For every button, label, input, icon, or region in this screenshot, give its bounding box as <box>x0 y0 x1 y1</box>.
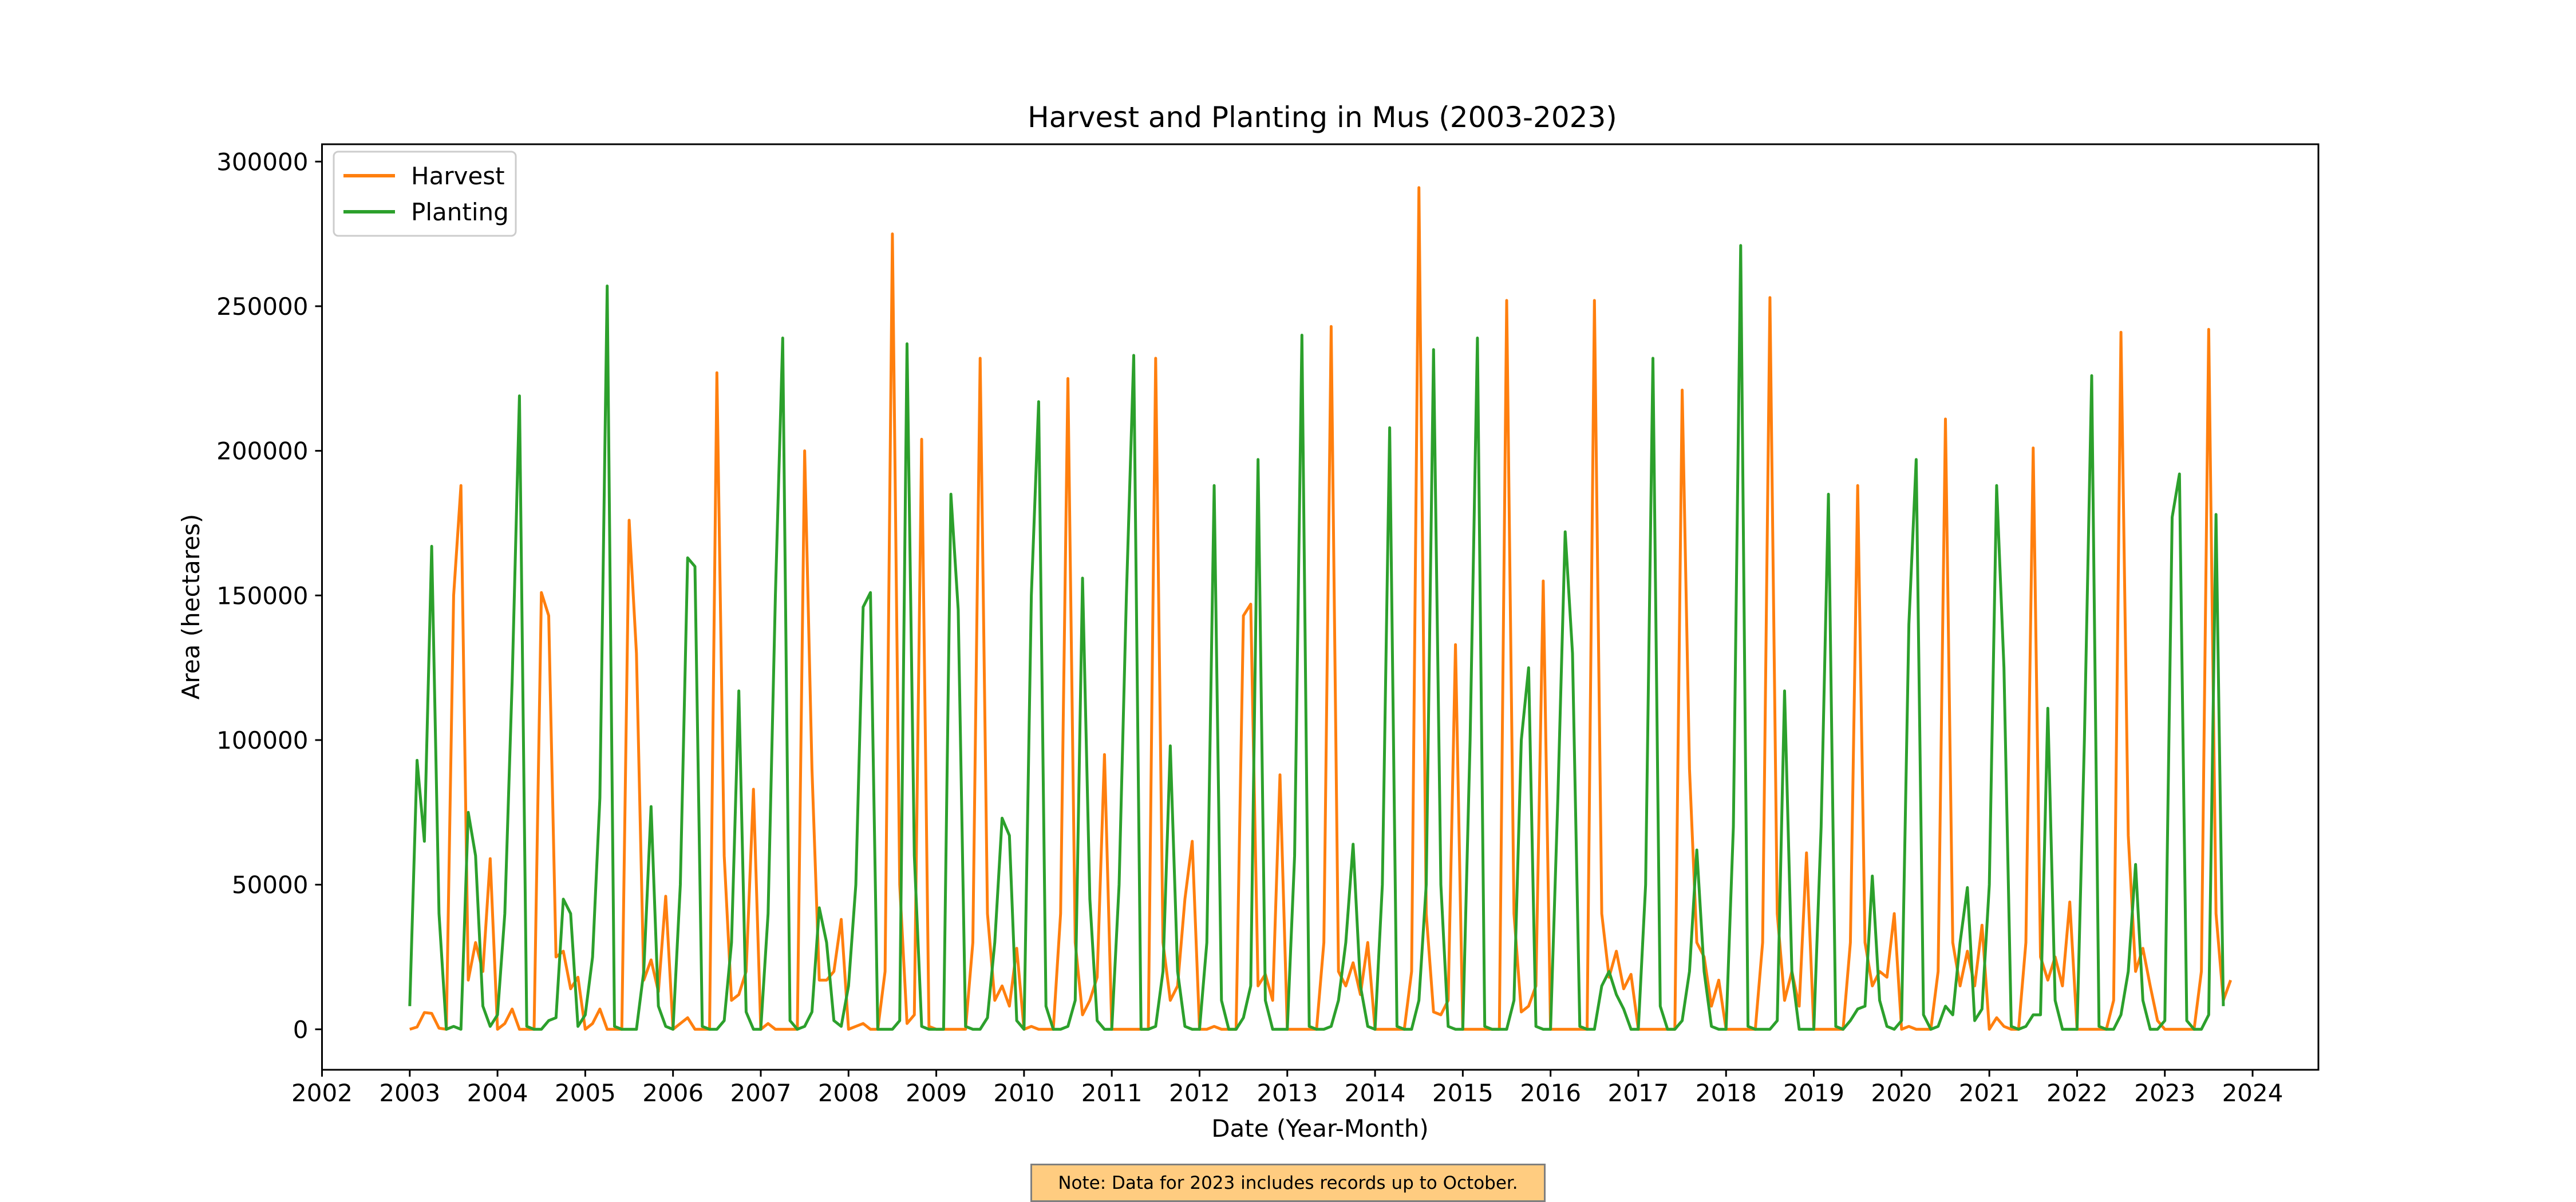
data-note: Note: Data for 2023 includes records up … <box>1030 1164 1546 1202</box>
x-tick-label-2021: 2021 <box>1959 1079 2020 1107</box>
y-tick-label-0: 0 <box>293 1015 309 1043</box>
y-tick-label-250000: 250000 <box>216 292 308 321</box>
x-tick-label-2022: 2022 <box>2046 1079 2108 1107</box>
plot-area <box>408 186 2233 1031</box>
legend-label-harvest: Harvest <box>411 162 505 190</box>
y-tick-label-150000: 150000 <box>216 582 308 610</box>
x-tick-label-2017: 2017 <box>1608 1079 1669 1107</box>
x-tick-label-2015: 2015 <box>1432 1079 1494 1107</box>
chart-title: Harvest and Planting in Mus (2003-2023) <box>1028 101 1617 134</box>
x-tick-label-2007: 2007 <box>730 1079 792 1107</box>
y-axis: 0 50000 100000 150000 200000 250000 300000 <box>216 148 322 1043</box>
x-tick-label-2011: 2011 <box>1081 1079 1143 1107</box>
series-line-planting <box>408 244 2225 1031</box>
y-tick-label-50000: 50000 <box>232 871 309 899</box>
x-tick-label-2020: 2020 <box>1871 1079 1932 1107</box>
x-tick-label-2014: 2014 <box>1345 1079 1406 1107</box>
x-tick-label-2002: 2002 <box>291 1079 353 1107</box>
x-tick-label-2019: 2019 <box>1783 1079 1844 1107</box>
x-tick-label-2004: 2004 <box>467 1079 528 1107</box>
chart-title-text: Harvest and Planting in Mus (2003-2023) <box>1028 101 1617 134</box>
legend-label-planting: Planting <box>411 198 509 226</box>
series-line-harvest <box>409 186 2233 1031</box>
y-axis-label: Area (hectares) <box>177 514 205 700</box>
y-tick-label-100000: 100000 <box>216 726 308 754</box>
x-axis: 2002 2003 2004 2005 2006 2007 2008 2009 2010 2011… <box>291 1070 2283 1107</box>
y-tick-label-300000: 300000 <box>216 148 308 176</box>
x-tick-label-2018: 2018 <box>1696 1079 1757 1107</box>
y-tick-label-200000: 200000 <box>216 437 308 465</box>
x-tick-label-2024: 2024 <box>2222 1079 2283 1107</box>
x-tick-label-2016: 2016 <box>1520 1079 1581 1107</box>
x-tick-label-2023: 2023 <box>2134 1079 2195 1107</box>
x-tick-label-2005: 2005 <box>555 1079 616 1107</box>
x-tick-label-2012: 2012 <box>1169 1079 1230 1107</box>
x-tick-label-2009: 2009 <box>906 1079 967 1107</box>
x-tick-label-2008: 2008 <box>818 1079 879 1107</box>
legend-box <box>333 151 517 237</box>
plot-frame <box>321 143 2320 1071</box>
x-tick-label-2010: 2010 <box>993 1079 1054 1107</box>
x-tick-label-2006: 2006 <box>642 1079 704 1107</box>
x-tick-label-2013: 2013 <box>1257 1079 1318 1107</box>
x-axis-label: Date (Year-Month) <box>1211 1114 1429 1142</box>
legend: Harvest Planting <box>333 151 517 237</box>
x-tick-label-2003: 2003 <box>379 1079 440 1107</box>
